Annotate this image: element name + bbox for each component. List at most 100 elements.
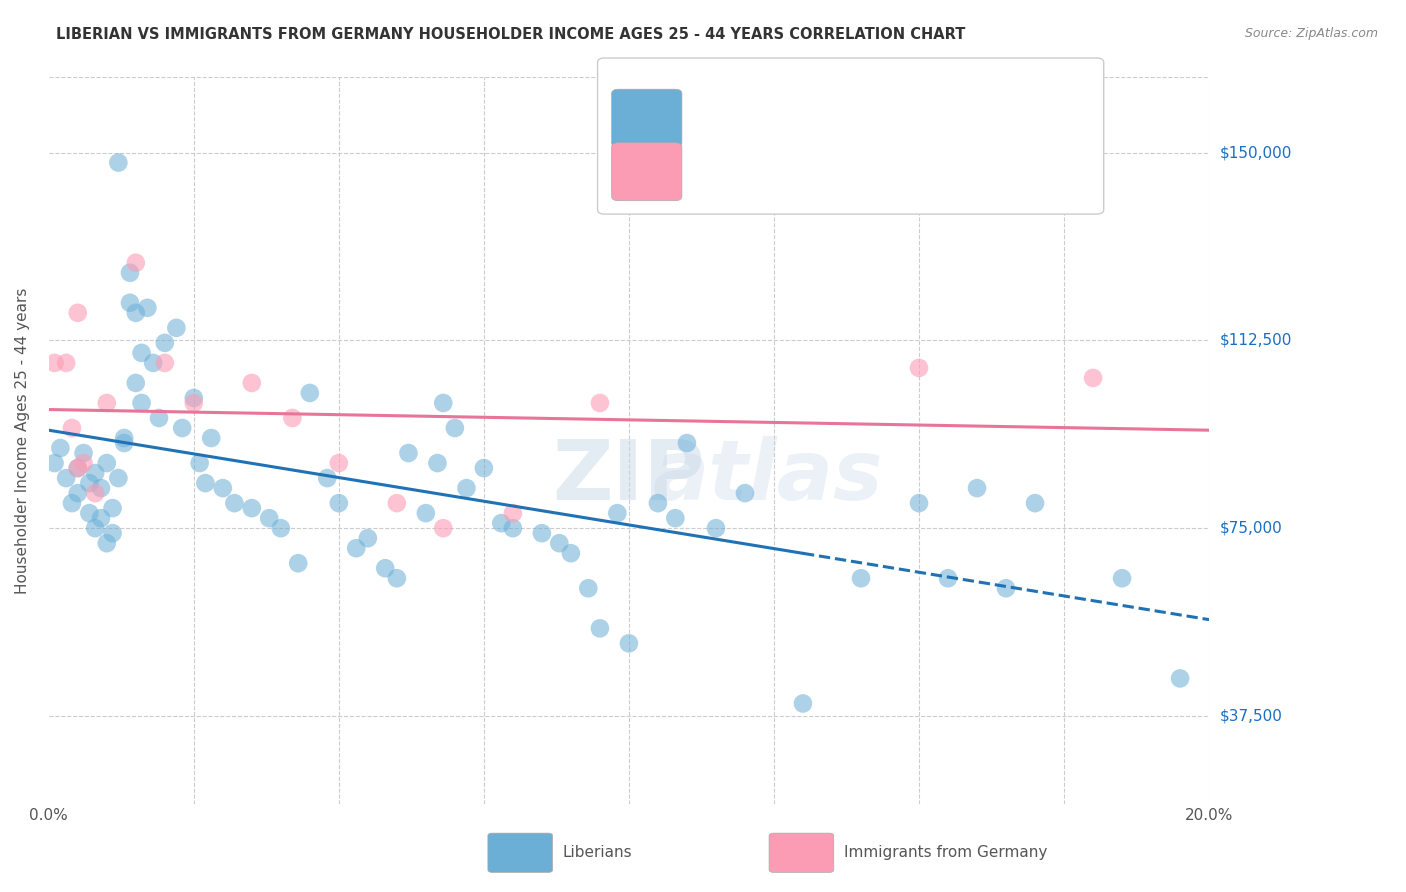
Point	[357, 531, 380, 545]
Point	[96, 536, 118, 550]
Text: atlas: atlas	[652, 436, 883, 517]
Point	[211, 481, 233, 495]
Point	[153, 356, 176, 370]
Point	[84, 521, 107, 535]
Text: LIBERIAN VS IMMIGRANTS FROM GERMANY HOUSEHOLDER INCOME AGES 25 - 44 YEARS CORREL: LIBERIAN VS IMMIGRANTS FROM GERMANY HOUS…	[56, 27, 966, 42]
Point	[287, 556, 309, 570]
Point	[153, 335, 176, 350]
Point	[188, 456, 211, 470]
Text: ZIP: ZIP	[553, 436, 706, 517]
Point	[79, 476, 101, 491]
Point	[66, 461, 89, 475]
Point	[560, 546, 582, 560]
Point	[374, 561, 396, 575]
Point	[432, 521, 454, 535]
Point	[131, 346, 153, 360]
Point	[328, 456, 350, 470]
Point	[472, 461, 495, 475]
Point	[908, 360, 931, 375]
Point	[55, 471, 77, 485]
Text: -0.294: -0.294	[735, 156, 794, 174]
Point	[385, 496, 408, 510]
Point	[792, 697, 814, 711]
Point	[415, 506, 437, 520]
Point	[183, 391, 205, 405]
Point	[84, 466, 107, 480]
Point	[281, 411, 304, 425]
Text: R =: R =	[692, 156, 728, 174]
Point	[125, 256, 148, 270]
Point	[200, 431, 222, 445]
Point	[107, 471, 129, 485]
Point	[142, 356, 165, 370]
Point	[90, 481, 112, 495]
Text: Liberians: Liberians	[562, 846, 633, 860]
Point	[548, 536, 571, 550]
Text: Immigrants from Germany: Immigrants from Germany	[844, 846, 1047, 860]
Point	[60, 421, 83, 435]
Point	[107, 155, 129, 169]
Point	[617, 636, 640, 650]
Point	[491, 516, 513, 531]
Point	[456, 481, 478, 495]
Point	[90, 511, 112, 525]
Point	[1168, 672, 1191, 686]
Point	[55, 356, 77, 370]
Point	[49, 441, 72, 455]
Point	[66, 461, 89, 475]
Text: 20: 20	[880, 156, 903, 174]
Point	[101, 501, 124, 516]
Point	[112, 436, 135, 450]
Point	[66, 486, 89, 500]
Point	[432, 396, 454, 410]
Text: N =: N =	[837, 95, 873, 113]
Text: 80: 80	[880, 95, 903, 113]
Point	[60, 496, 83, 510]
Point	[936, 571, 959, 585]
Point	[502, 506, 524, 520]
Point	[328, 496, 350, 510]
Text: $150,000: $150,000	[1220, 145, 1292, 160]
Point	[908, 496, 931, 510]
Text: -0.249: -0.249	[735, 95, 794, 113]
Point	[240, 501, 263, 516]
Point	[131, 396, 153, 410]
Point	[589, 621, 612, 635]
Point	[240, 376, 263, 390]
Point	[606, 506, 628, 520]
Point	[576, 581, 599, 595]
Point	[118, 295, 141, 310]
Point	[298, 386, 321, 401]
Point	[44, 456, 66, 470]
Point	[1081, 371, 1104, 385]
Point	[316, 471, 339, 485]
Point	[172, 421, 194, 435]
Point	[995, 581, 1018, 595]
Point	[589, 396, 612, 410]
Point	[270, 521, 292, 535]
Point	[118, 266, 141, 280]
Y-axis label: Householder Income Ages 25 - 44 years: Householder Income Ages 25 - 44 years	[15, 287, 30, 594]
Point	[194, 476, 217, 491]
Point	[676, 436, 699, 450]
Point	[849, 571, 872, 585]
Point	[66, 306, 89, 320]
Point	[704, 521, 727, 535]
Point	[125, 306, 148, 320]
Point	[96, 456, 118, 470]
Point	[96, 396, 118, 410]
Point	[344, 541, 367, 556]
Point	[1024, 496, 1046, 510]
Point	[148, 411, 170, 425]
Point	[72, 446, 94, 460]
Text: $112,500: $112,500	[1220, 333, 1292, 348]
Point	[101, 526, 124, 541]
Point	[79, 506, 101, 520]
Point	[966, 481, 988, 495]
Point	[530, 526, 553, 541]
Point	[165, 321, 187, 335]
Point	[647, 496, 669, 510]
Point	[426, 456, 449, 470]
Text: R =: R =	[692, 95, 728, 113]
Point	[136, 301, 159, 315]
